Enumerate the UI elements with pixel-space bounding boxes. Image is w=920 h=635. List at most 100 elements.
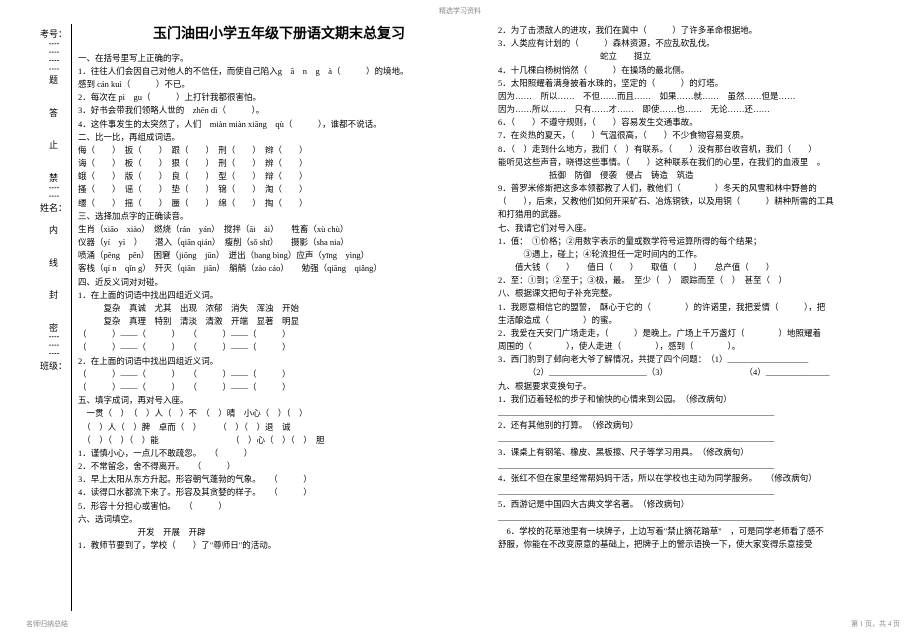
text-line: 8．（ ）走到什么地方，我们（ ）有联系。（ ）没有那台收音机，我们（ ） [498, 143, 900, 156]
side-label: 题 [49, 74, 58, 87]
text-line: 四、近反义词对对碰。 [78, 276, 480, 289]
side-label: 班级： [40, 360, 67, 373]
text-line: 2．为了击溃敌人的进攻，我们在冀中（ ）了许多革命根据地。 [498, 24, 900, 37]
text-line: 生肖（xiāo xiào） 燃烧（rán yán） 搅拌（āi ái） 牲畜（x… [78, 223, 480, 236]
side-dashes: ┊┊ [47, 185, 60, 202]
text-line: 3．人类应有计划的（ ）森林资源，不应乱砍乱伐。 [498, 37, 900, 50]
text-line: 九、根据要求变换句子。 [498, 380, 900, 393]
bottom-right-label: 第 1 页，共 4 页 [851, 619, 900, 629]
text-line: 感到 cán kuì（ ）不已。 [78, 78, 480, 91]
side-label: 封 [49, 289, 58, 302]
text-line: （ ）（ ）（ ）能 （ ）心（ ）（ ） 胆 [78, 434, 480, 447]
text-line: 9．普罗米修斯把这多本领都教了人们，教他们（ ）冬天的风雪和林中野兽的 [498, 182, 900, 195]
text-line: 1．往往人们会因自己对他人的不信任，而使自己陷入g ā n g à（ ）的境地。 [78, 65, 480, 78]
text-line: 抵御 防御 侵袭 侵占 铸造 筑造 [498, 169, 900, 182]
text-line: ________________________________________… [498, 432, 900, 445]
side-dashes: ┊┊┊ [47, 334, 60, 359]
text-line: 一、在括号里写上正确的字。 [78, 52, 480, 65]
text-line: 周围的（ ），使人走进（ ），感到（ ）。 [498, 340, 900, 353]
text-line: 复杂 真理 特别 清淡 清激 开端 显著 明显 [78, 315, 480, 328]
text-line: 6．（ ）不遵守规则，（ ）容易发生交通事故。 [498, 116, 900, 129]
text-line: （ ）——（ ） （ ）——（ ） [78, 328, 480, 341]
text-line: 5．形容十分担心或害怕。 （ ） [78, 500, 480, 513]
text-line: 7．在炎热的夏天，（ ）气温很高，（ ）不少食物容易变质。 [498, 129, 900, 142]
left-column: 玉门油田小学五年级下册语文期末总复习 一、在括号里写上正确的字。1．往往人们会因… [78, 24, 480, 611]
text-line: 搔（ ） 谣（ ） 垫（ ） 锦（ ） 淘（ ） [78, 183, 480, 196]
side-label: 止 [49, 139, 58, 152]
text-line: 5．太阳照耀着满身披着水珠的，坚定的（ ）的灯塔。 [498, 77, 900, 90]
text-line: 因为…… 所以…… 不但……而且…… 如果……就…… 虽然……但是…… [498, 90, 900, 103]
text-line: 2．每次在 pì gu（ ）上打针我都很害怕。 [78, 91, 480, 104]
text-line: 值大钱（ ） 值日（ ） 取值（ ） 总产值（ ） [498, 261, 900, 274]
side-label: 禁 [49, 172, 58, 185]
side-label: 考号： [40, 28, 67, 41]
text-line: 蛇立 挺立 [498, 50, 900, 63]
text-line: 4．读得口水都流下来了。形容及其贪婪的样子。 （ ） [78, 486, 480, 499]
text-line: 3．课桌上有钢笔、橡皮、黑板擦、尺子等学习用具。 （修改病句） [498, 446, 900, 459]
text-line: 1．在上面的词语中找出四组近义词。 [78, 289, 480, 302]
text-line: 喷涌（pēng pēn） 困窘（jiōng jūn） 迸出（bang bìng）… [78, 249, 480, 262]
text-line: 2．我爱在天安门广场走走，（ ）是晚上。广场上千万盏灯（ ）地照耀着 [498, 327, 900, 340]
text-line: 2．还有其他别的打算。 （修改病句） [498, 419, 900, 432]
text-line: 2．不常留念，舍不得离开。 （ ） [78, 460, 480, 473]
text-line: （ ）——（ ） （ ）——（ ） [78, 368, 480, 381]
text-line: 六、选词填空。 [78, 513, 480, 526]
side-label: 答 [49, 107, 58, 120]
text-line: 三、选择加点字的正确读音。 [78, 210, 480, 223]
text-line: 仪器（yí yì ） 潜入（qiān qián） 瘦削（sǒ shī） 摄影（s… [78, 236, 480, 249]
text-line: 4．这件事发生的太突然了，人们 miàn miàn xiāng qù（ ），谁都… [78, 118, 480, 131]
text-line: （ ）人（ ）脾 卓而（ ） （ ）（ ）退 诚 [78, 421, 480, 434]
bottom-left-label: 名师归纳总结 [26, 619, 68, 629]
content-columns: 玉门油田小学五年级下册语文期末总复习 一、在括号里写上正确的字。1．往往人们会因… [78, 24, 900, 611]
text-line: 二、比一比，再组成词语。 [78, 131, 480, 144]
text-line: 5．西游记是中国四大古典文学名著。 （修改病句） [498, 498, 900, 511]
text-line: 蛾（ ） 版（ ） 良（ ） 型（ ） 辩（ ） [78, 170, 480, 183]
text-line: 1．值： ①价格；②用数字表示的量或数学符号运算所得的每个结果； [498, 235, 900, 248]
text-line: 1．我愿意相信它的盟誓， 酥心于它的（ ）的许诺里，我把爱情（ ），把 [498, 301, 900, 314]
text-line: 2．至：①到；②至于；③极，最。 至少（ ） 跟踪而至（ ） 甚至（ ） [498, 274, 900, 287]
text-line: 3．好书会带我们领略人世的 zhēn dì（ ）。 [78, 104, 480, 117]
text-line: （ ），后来，又教他们如何开采矿石、冶炼铜铁，以及用铜（ ）耕种所需的工具 [498, 195, 900, 208]
text-line: 复杂 真诚 尤其 出现 浓郁 消失 浑浊 开始 [78, 302, 480, 315]
text-line: 诲（ ） 板（ ） 狠（ ） 刑（ ） 辨（ ） [78, 157, 480, 170]
page-title: 玉门油田小学五年级下册语文期末总复习 [78, 24, 480, 46]
text-line: 五、填字成词，再对号入座。 [78, 394, 480, 407]
side-label: 姓名： [40, 202, 67, 215]
right-column: 2．为了击溃敌人的进攻，我们在冀中（ ）了许多革命根据地。3．人类应有计划的（ … [498, 24, 900, 611]
text-line: 缰（ ） 摇（ ） 蜃（ ） 绵（ ） 掏（ ） [78, 197, 480, 210]
text-line: 1．教师节要到了，学校（ ）了"尊师日"的活动。 [78, 539, 480, 552]
text-line: （ ）——（ ） （ ）——（ ） [78, 341, 480, 354]
text-line: 生活酿造成（ ）的蜜。 [498, 314, 900, 327]
text-line: ________________________________________… [498, 485, 900, 498]
text-line: ________________________________________… [498, 406, 900, 419]
text-line: 客栈（qí n qǐn g） 歼灭（qiān jiān） 艄艄（zào cáo）… [78, 262, 480, 275]
text-line: 侮（ ） 扳（ ） 跟（ ） 刑（ ） 辫（ ） [78, 144, 480, 157]
text-line: 八、根据课文把句子补充完整。 [498, 287, 900, 300]
text-line: 1．谨慎小心，一点儿不敢疏忽。 （ ） [78, 447, 480, 460]
text-line: 和打猎用的武器。 [498, 208, 900, 221]
text-line: 一贯（ ） （ ）人（ ）不 （ ）晴 小心（ ）（ ） [78, 407, 480, 420]
text-line: （2）_______________________（3） （4）_______… [498, 366, 900, 379]
top-label: 精选学习资料 [439, 6, 481, 16]
side-dashes: ┊┊┊┊ [47, 41, 60, 75]
text-line: 1．我们迈着轻松的步子和愉快的心情来到公园。 （修改病句） [498, 393, 900, 406]
text-line: 4．张红不但在家里经常帮妈妈干活，所以在学校也主动为同学服务。 （修改病句） [498, 472, 900, 485]
text-line: 2．在上面的词语中找出四组近义词。 [78, 355, 480, 368]
side-label: 线 [49, 257, 58, 270]
text-line: ③遇上，碰上；④轮流担任一定时间内的工作。 [498, 248, 900, 261]
side-vertical-labels: 考号： ┊┊┊┊ 题 答 止 禁 ┊┊ 姓名： 内 线 封 密 ┊┊┊ 班级： [40, 28, 67, 372]
side-rail: 考号： ┊┊┊┊ 题 答 止 禁 ┊┊ 姓名： 内 线 封 密 ┊┊┊ 班级： [26, 24, 72, 611]
text-line: ________________________________________… [498, 459, 900, 472]
text-line: 4．十几棵白杨树悄然（ ）在操场的最北侧。 [498, 64, 900, 77]
text-line: 舒服，你能在不改变原意的基础上，把牌子上的警示语换一下，使大家变得乐意接受 [498, 538, 900, 551]
text-line: 3．早上太阳从东方升起。形容朝气蓬勃的气象。 （ ） [78, 473, 480, 486]
text-line: 能听见这些声音，晓得这些事情。（ ）这种联系在我们的心里，在我们的血液里 。 [498, 156, 900, 169]
page: 考号： ┊┊┊┊ 题 答 止 禁 ┊┊ 姓名： 内 线 封 密 ┊┊┊ 班级： … [26, 24, 900, 611]
side-label: 密 [49, 322, 58, 335]
text-line: ________________________________________… [498, 511, 900, 524]
text-line: （ ）——（ ） （ ）——（ ） [78, 381, 480, 394]
text-line: 七、我请它们对号入座。 [498, 222, 900, 235]
text-line: 6．学校的花草池里有一块牌子，上边写着"禁止摘花踏草" ，可是同学老师看了感不 [498, 525, 900, 538]
text-line: 开发 开展 开辟 [78, 526, 480, 539]
text-line: 3．西门豹到了邺向老大爷了解情况，共提了四个问题： （1）___________… [498, 353, 900, 366]
